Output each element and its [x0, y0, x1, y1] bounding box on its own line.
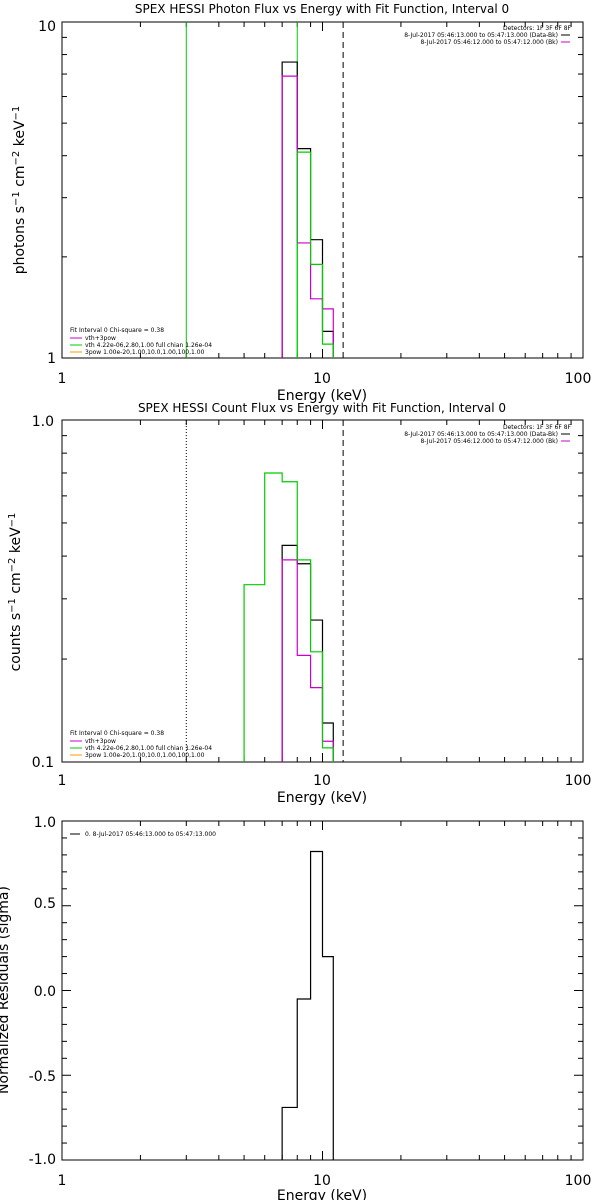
series-2-step-line — [296, 151, 334, 358]
series-1-step-line — [281, 559, 334, 762]
panel1-fit-chisq: Fit Interval 0 Chi-square = 0.38 — [70, 327, 164, 334]
panel3-ytick-0: 0.0 — [34, 984, 56, 1000]
panel1-title: SPEX HESSI Photon Flux vs Energy with Fi… — [135, 2, 509, 16]
panel1-fit-total: vth+3pow — [85, 335, 116, 342]
count-flux-panel: SPEX HESSI Count Flux vs Energy with Fit… — [7, 401, 591, 806]
panel3-ticks — [61, 820, 584, 1161]
series-0-step-line — [281, 850, 334, 1160]
series-0-step-line — [281, 61, 334, 358]
panel2-legend-data: 8-Jul-2017 05:46:13.000 to 05:47:13.000 … — [404, 431, 558, 438]
panel2-ylabel: counts s−1 cm−2 keV−1 — [7, 513, 24, 672]
panel3-xtick-100: 100 — [565, 1173, 592, 1189]
panel3-ytick-05: 0.5 — [34, 896, 56, 912]
panel3-ytick-m05: -0.5 — [29, 1069, 56, 1085]
panel2-xtick-1: 1 — [58, 773, 67, 789]
panel3-xtick-10: 10 — [313, 1173, 331, 1189]
series-1-step-line — [281, 75, 334, 358]
panel1-legend-bk: 8-Jul-2017 05:46:12.000 to 05:47:12.000 … — [420, 39, 558, 46]
panel2-ytick-1: 1.0 — [32, 414, 54, 430]
panel2-fit-3pow: 3pow 1.00e-20,1.00,10.0,1.00,100,1.00 — [85, 752, 205, 759]
panel3-ytick-1: 1.0 — [34, 815, 56, 831]
panel2-fit-chisq: Fit Interval 0 Chi-square = 0.38 — [70, 730, 164, 737]
panel2-ticks — [61, 419, 584, 763]
panel1-ylabel: photons s−1 cm−2 keV−1 — [11, 106, 28, 275]
panel3-ylabel: Normalized Residuals (sigma) — [0, 886, 12, 1094]
panel1-series — [281, 61, 334, 358]
panel1-xtick-100: 100 — [565, 371, 592, 387]
panel1-fit-3pow: 3pow 1.00e-20,1.00,10.0,1.00,100,1.00 — [85, 349, 205, 356]
panel1-ytick-10: 10 — [38, 19, 56, 35]
panel1-xlabel: Energy (keV) — [277, 388, 367, 404]
panel1-legend-header: Detectors: 1F 3F 6F 8F — [503, 25, 572, 32]
panel1-legend-data: 8-Jul-2017 05:46:13.000 to 05:47:13.000 … — [404, 32, 558, 39]
panel1-fit-vth: vth 4.22e-06,2.80,1.00 full chian 1.26e-… — [85, 342, 212, 349]
panel2-legend-bk: 8-Jul-2017 05:46:12.000 to 05:47:12.000 … — [420, 438, 558, 445]
panel2-legend-header: Detectors: 1F 3F 6F 8F — [503, 424, 572, 431]
panel2-fit-total: vth+3pow — [85, 738, 116, 745]
panel3-xtick-1: 1 — [58, 1173, 67, 1189]
residuals-panel: 1.0 0.5 0.0 -0.5 -1.0 1 10 100 Energy (k… — [0, 815, 591, 1200]
panel2-xtick-100: 100 — [565, 773, 592, 789]
series-0-step-line — [281, 544, 334, 762]
photon-flux-panel: SPEX HESSI Photon Flux vs Energy with Fi… — [11, 2, 591, 404]
panel1-vlines — [185, 22, 344, 358]
panel3-legend-entry: 0. 8-Jul-2017 05:46:13.000 to 05:47:13.0… — [85, 831, 216, 838]
panel2-xlabel: Energy (keV) — [277, 790, 367, 806]
panel3-xlabel: Energy (keV) — [277, 1188, 367, 1200]
series-2-step-line — [243, 472, 334, 762]
panel2-fit-vth: vth 4.22e-06,2.80,1.00 full chian 1.26e-… — [85, 745, 212, 752]
panel1-ytick-1: 1 — [47, 351, 56, 367]
panel2-title: SPEX HESSI Count Flux vs Energy with Fit… — [138, 401, 506, 415]
panel3-ytick-m1: -1.0 — [29, 1152, 56, 1168]
panel2-ytick-01: 0.1 — [32, 755, 54, 771]
panel2-xtick-10: 10 — [313, 773, 331, 789]
panel1-xtick-10: 10 — [313, 371, 331, 387]
panel2-vlines — [185, 420, 344, 762]
panel1-xtick-1: 1 — [58, 371, 67, 387]
panel2-series — [243, 472, 334, 762]
panel3-series — [281, 850, 334, 1160]
